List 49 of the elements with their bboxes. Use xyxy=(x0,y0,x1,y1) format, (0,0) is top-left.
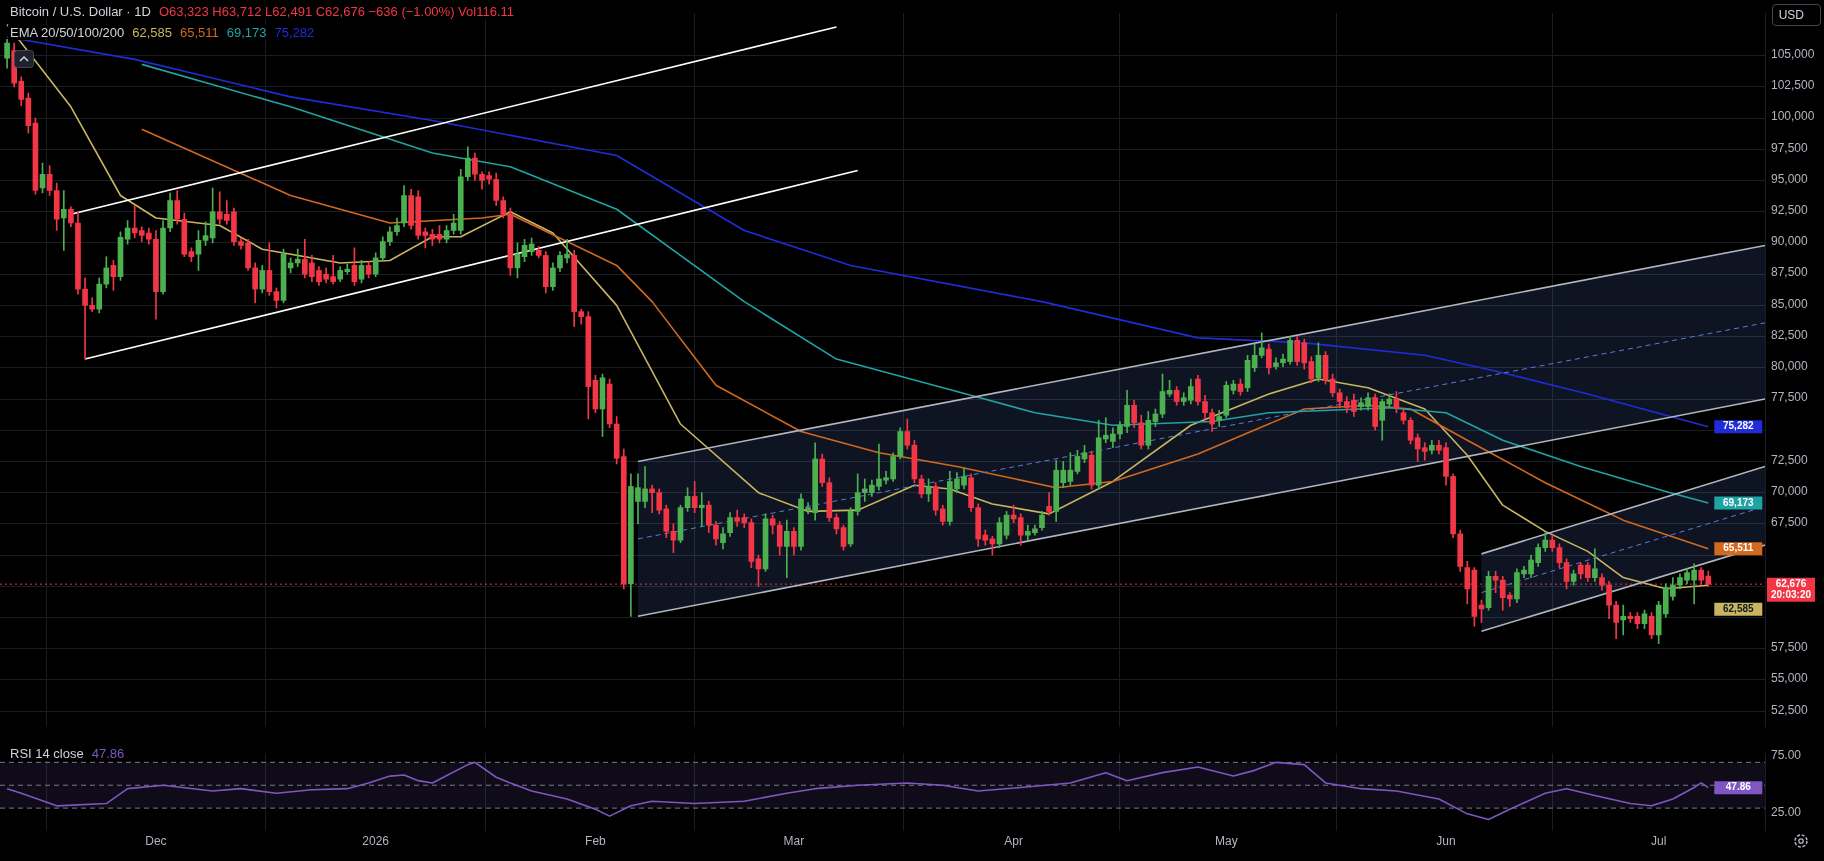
x-tick-label: Jun xyxy=(1436,833,1456,848)
ref-line-label: 62,676 xyxy=(1775,577,1807,589)
y-tick-label: 90,000 xyxy=(1771,234,1809,249)
data-label: 75,282 xyxy=(1723,420,1755,432)
y-tick-label: 67,500 xyxy=(1771,515,1809,530)
y-tick-label: 55,000 xyxy=(1771,671,1809,686)
x-tick-label: Dec xyxy=(145,833,167,848)
data-label: 47.86 xyxy=(1725,781,1752,793)
text: 20:03:20 xyxy=(1770,588,1812,600)
x-tick-label: Mar xyxy=(783,833,805,848)
y-tick-label: 57,500 xyxy=(1771,640,1809,655)
x-tick-label: Jul xyxy=(1651,833,1667,848)
candlestick xyxy=(60,190,67,251)
y-tick-label: 85,000 xyxy=(1771,296,1809,311)
y-tick-label: 97,500 xyxy=(1771,140,1809,155)
chart-title: Bitcoin / U.S. Dollar · 1D xyxy=(8,4,153,19)
text: USD xyxy=(1771,4,1821,26)
data-label: 65,511 xyxy=(1723,542,1754,554)
text: 65,511 xyxy=(179,25,219,40)
y-tick-label: 105,000 xyxy=(1771,46,1815,61)
chart-subtitle: O63,323 H63,712 L62,491 C62,676 −636 (−1.00%) Vol116.11 xyxy=(156,4,517,19)
y-tick-label: 77,500 xyxy=(1771,390,1809,405)
candlestick xyxy=(294,248,301,268)
x-tick-label: May xyxy=(1214,833,1238,848)
x-tick-label: Apr xyxy=(1004,833,1023,848)
y-tick-label: 80,000 xyxy=(1771,359,1809,374)
text: 47.86 xyxy=(91,746,125,761)
candlestick xyxy=(698,492,705,527)
y-tick-label: 92,500 xyxy=(1771,203,1809,218)
y-tick-label: 75.00 xyxy=(1771,747,1802,762)
y-tick-label: 100,000 xyxy=(1771,109,1815,124)
y-tick-label: 52,500 xyxy=(1771,702,1809,717)
chart-title: RSI 14 close xyxy=(8,746,86,761)
text: 75,282 xyxy=(274,25,315,40)
data-label: 69,173 xyxy=(1723,496,1755,508)
y-tick-label: 25.00 xyxy=(1771,805,1802,820)
text: 69,173 xyxy=(226,25,267,40)
y-tick-label: 87,500 xyxy=(1771,265,1809,280)
x-tick-label: 2026 xyxy=(362,833,390,848)
candlestick xyxy=(1620,604,1627,636)
y-tick-label: 82,500 xyxy=(1771,327,1809,342)
data-label: 62,585 xyxy=(1723,602,1755,614)
text: 62,585 xyxy=(132,25,172,40)
annotation: EMA 20/50/100/200 xyxy=(8,25,127,40)
y-tick-label: 95,000 xyxy=(1771,171,1809,186)
y-tick-label: 102,500 xyxy=(1771,78,1815,93)
x-tick-label: Feb xyxy=(585,833,607,848)
y-tick-label: 70,000 xyxy=(1771,483,1809,498)
y-tick-label: 72,500 xyxy=(1771,452,1809,467)
